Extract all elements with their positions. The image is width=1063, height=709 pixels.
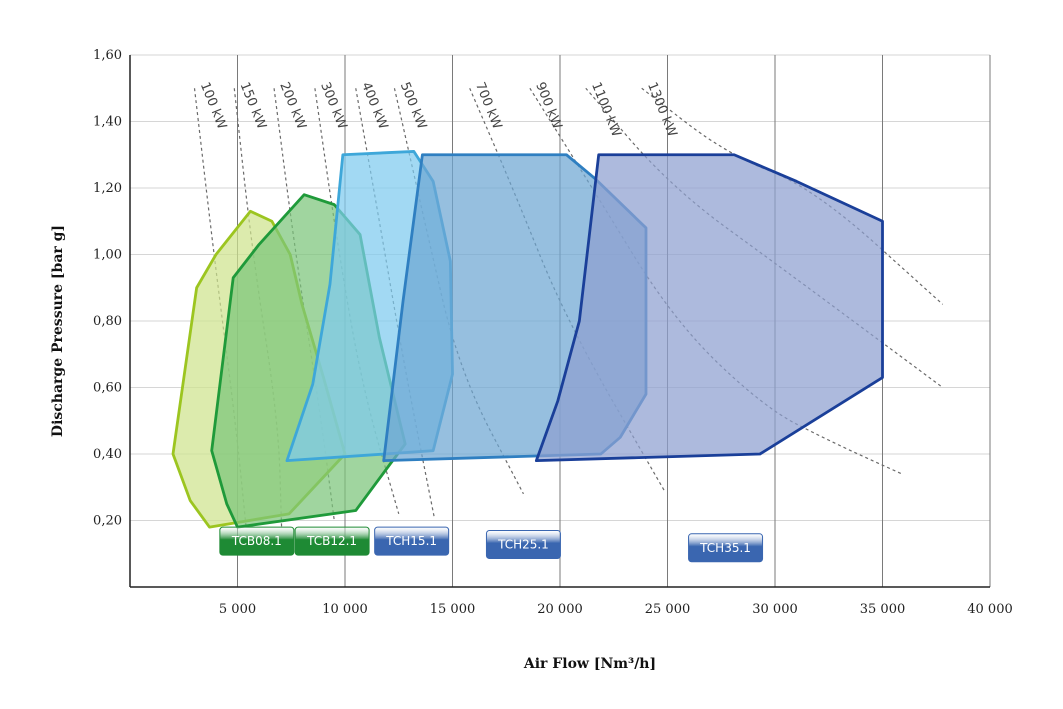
power-line-label: 200 kW	[276, 80, 308, 131]
y-tick-label: 0,80	[93, 314, 122, 329]
y-tick-label: 1,60	[93, 48, 122, 63]
power-line-label: 150 kW	[237, 80, 269, 131]
x-axis-title: Air Flow [Nm³/h]	[523, 656, 656, 672]
model-badge	[485, 529, 561, 559]
y-tick-label: 0,40	[93, 447, 122, 462]
model-badge-label: TCB12.1	[306, 534, 357, 548]
model-badge-label: TCH15.1	[385, 534, 437, 548]
y-tick-label: 1,00	[93, 248, 122, 263]
power-line-label: 1300 kW	[644, 80, 680, 139]
y-tick-labels: 0,20 0,40 0,60 0,80 1,00 1,20 1,40 1,60	[93, 48, 122, 529]
model-badge-label: TCH35.1	[699, 541, 751, 555]
y-tick-label: 1,20	[93, 181, 122, 196]
model-badges: TCB08.1 TCB12.1 TCH15.1 TCH25.1 TCH35.1	[219, 526, 764, 563]
power-labels: 100 kW 150 kW 200 kW 300 kW 400 kW 500 kW 700 …	[197, 80, 680, 139]
power-line-label: 100 kW	[197, 80, 229, 131]
x-tick-label: 15 000	[430, 602, 476, 617]
x-tick-label: 10 000	[322, 602, 368, 617]
power-line-label: 400 kW	[358, 80, 390, 131]
x-tick-label: 20 000	[537, 602, 583, 617]
y-axis-title: Discharge Pressure [bar g]	[50, 225, 66, 437]
series-areas	[171, 150, 884, 529]
power-line-label: 1100 kW	[588, 80, 624, 139]
power-line	[393, 88, 524, 495]
x-tick-label: 30 000	[752, 602, 798, 617]
model-badge-label: TCB08.1	[231, 534, 282, 548]
power-line-label: 500 kW	[397, 80, 429, 131]
model-badge	[219, 526, 295, 556]
x-tick-label: 40 000	[967, 602, 1013, 617]
model-badge	[294, 526, 370, 556]
y-tick-label: 1,40	[93, 115, 122, 130]
model-badge	[374, 526, 450, 556]
y-tick-label: 0,60	[93, 381, 122, 396]
y-tick-label: 0,20	[93, 514, 122, 529]
model-badge-label: TCH25.1	[497, 537, 549, 551]
x-tick-labels: 5 000 10 000 15 000 20 000 25 000 30 000 35 00…	[219, 602, 1013, 617]
x-tick-label: 25 000	[645, 602, 691, 617]
model-badge	[688, 533, 764, 563]
x-tick-label: 35 000	[860, 602, 906, 617]
series-area-tch351	[534, 153, 884, 463]
x-tick-label: 5 000	[219, 602, 256, 617]
